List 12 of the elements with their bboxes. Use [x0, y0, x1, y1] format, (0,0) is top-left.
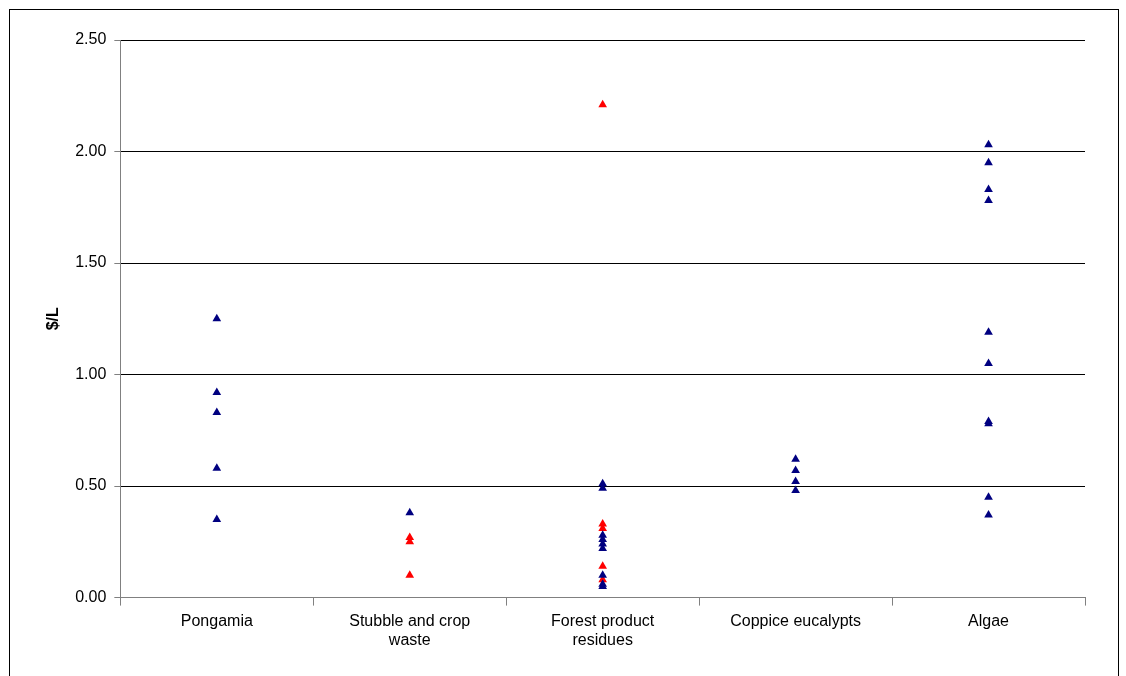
y-axis-title: $/L [44, 307, 62, 331]
y-tick-label: 2.00 [75, 141, 107, 159]
y-tick-label: 1.50 [75, 253, 107, 271]
y-tick-label: 2.50 [75, 30, 107, 48]
y-tick-label: 1.00 [75, 364, 107, 382]
x-tick-label: Coppice eucalypts [730, 611, 861, 629]
x-tick-label: Pongamia [180, 611, 253, 629]
y-tick-label: 0.50 [75, 476, 107, 494]
y-tick-label: 0.00 [75, 588, 107, 606]
x-tick-label: Algae [968, 611, 1010, 629]
x-tick-label: Stubble and crop waste [349, 611, 471, 648]
x-tick-label: Forest product residues [551, 611, 655, 648]
